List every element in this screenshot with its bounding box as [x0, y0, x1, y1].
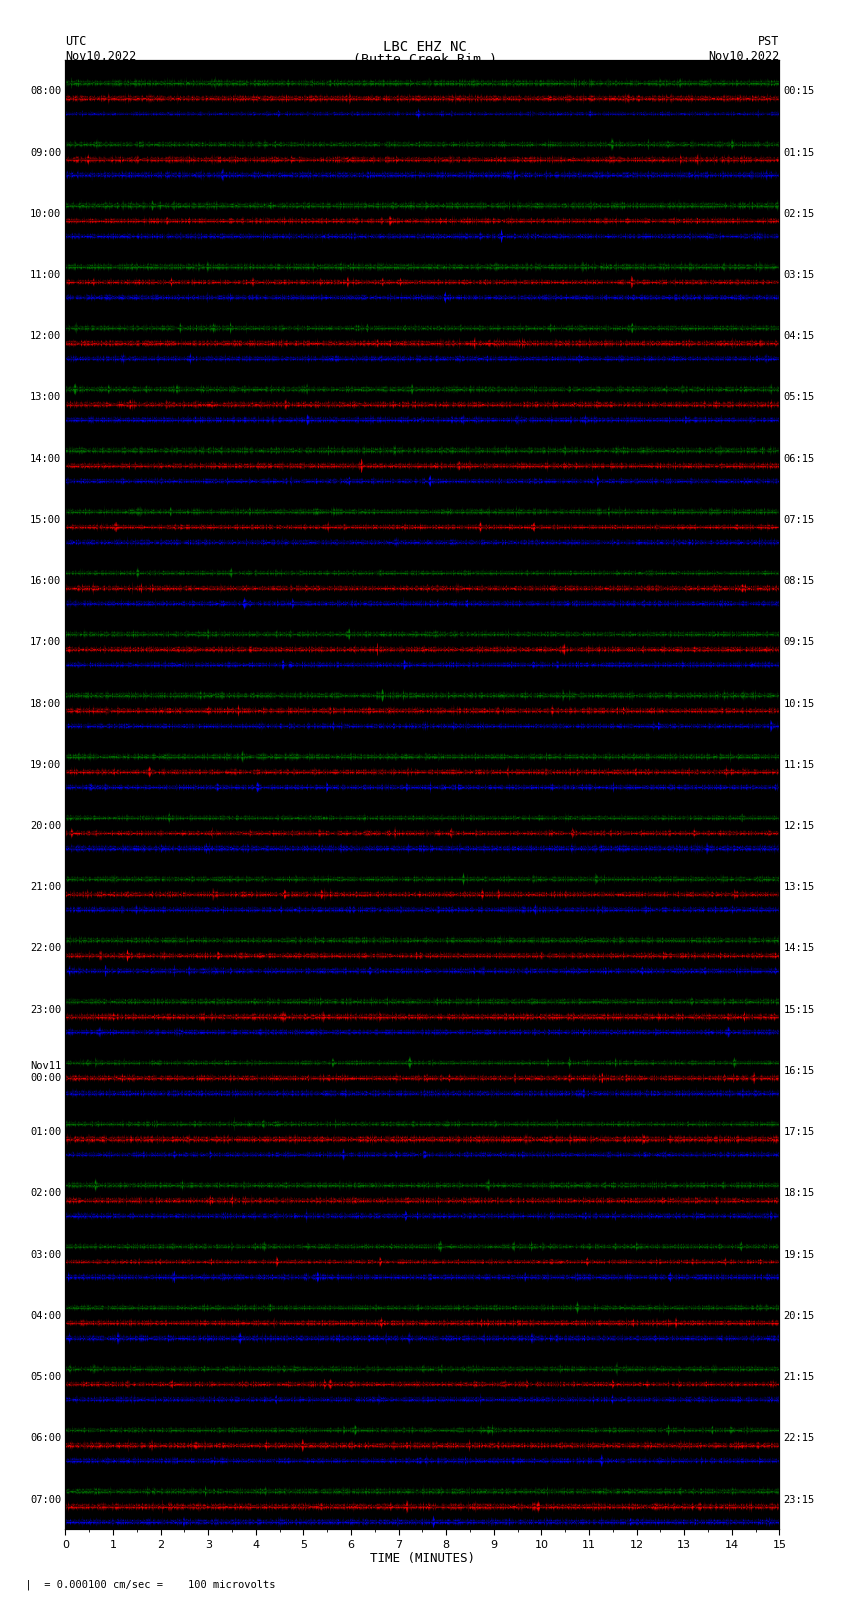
X-axis label: TIME (MINUTES): TIME (MINUTES)	[370, 1552, 475, 1565]
Text: I  =  0.000100 cm/sec: I = 0.000100 cm/sec	[354, 68, 496, 77]
Text: Nov10,2022: Nov10,2022	[65, 50, 137, 63]
Text: |  = 0.000100 cm/sec =    100 microvolts: | = 0.000100 cm/sec = 100 microvolts	[13, 1579, 275, 1590]
Text: LBC EHZ NC: LBC EHZ NC	[383, 40, 467, 55]
Text: Nov10,2022: Nov10,2022	[708, 50, 779, 63]
Text: (Butte Creek Rim ): (Butte Creek Rim )	[353, 53, 497, 66]
Text: UTC: UTC	[65, 35, 87, 48]
Text: PST: PST	[758, 35, 779, 48]
